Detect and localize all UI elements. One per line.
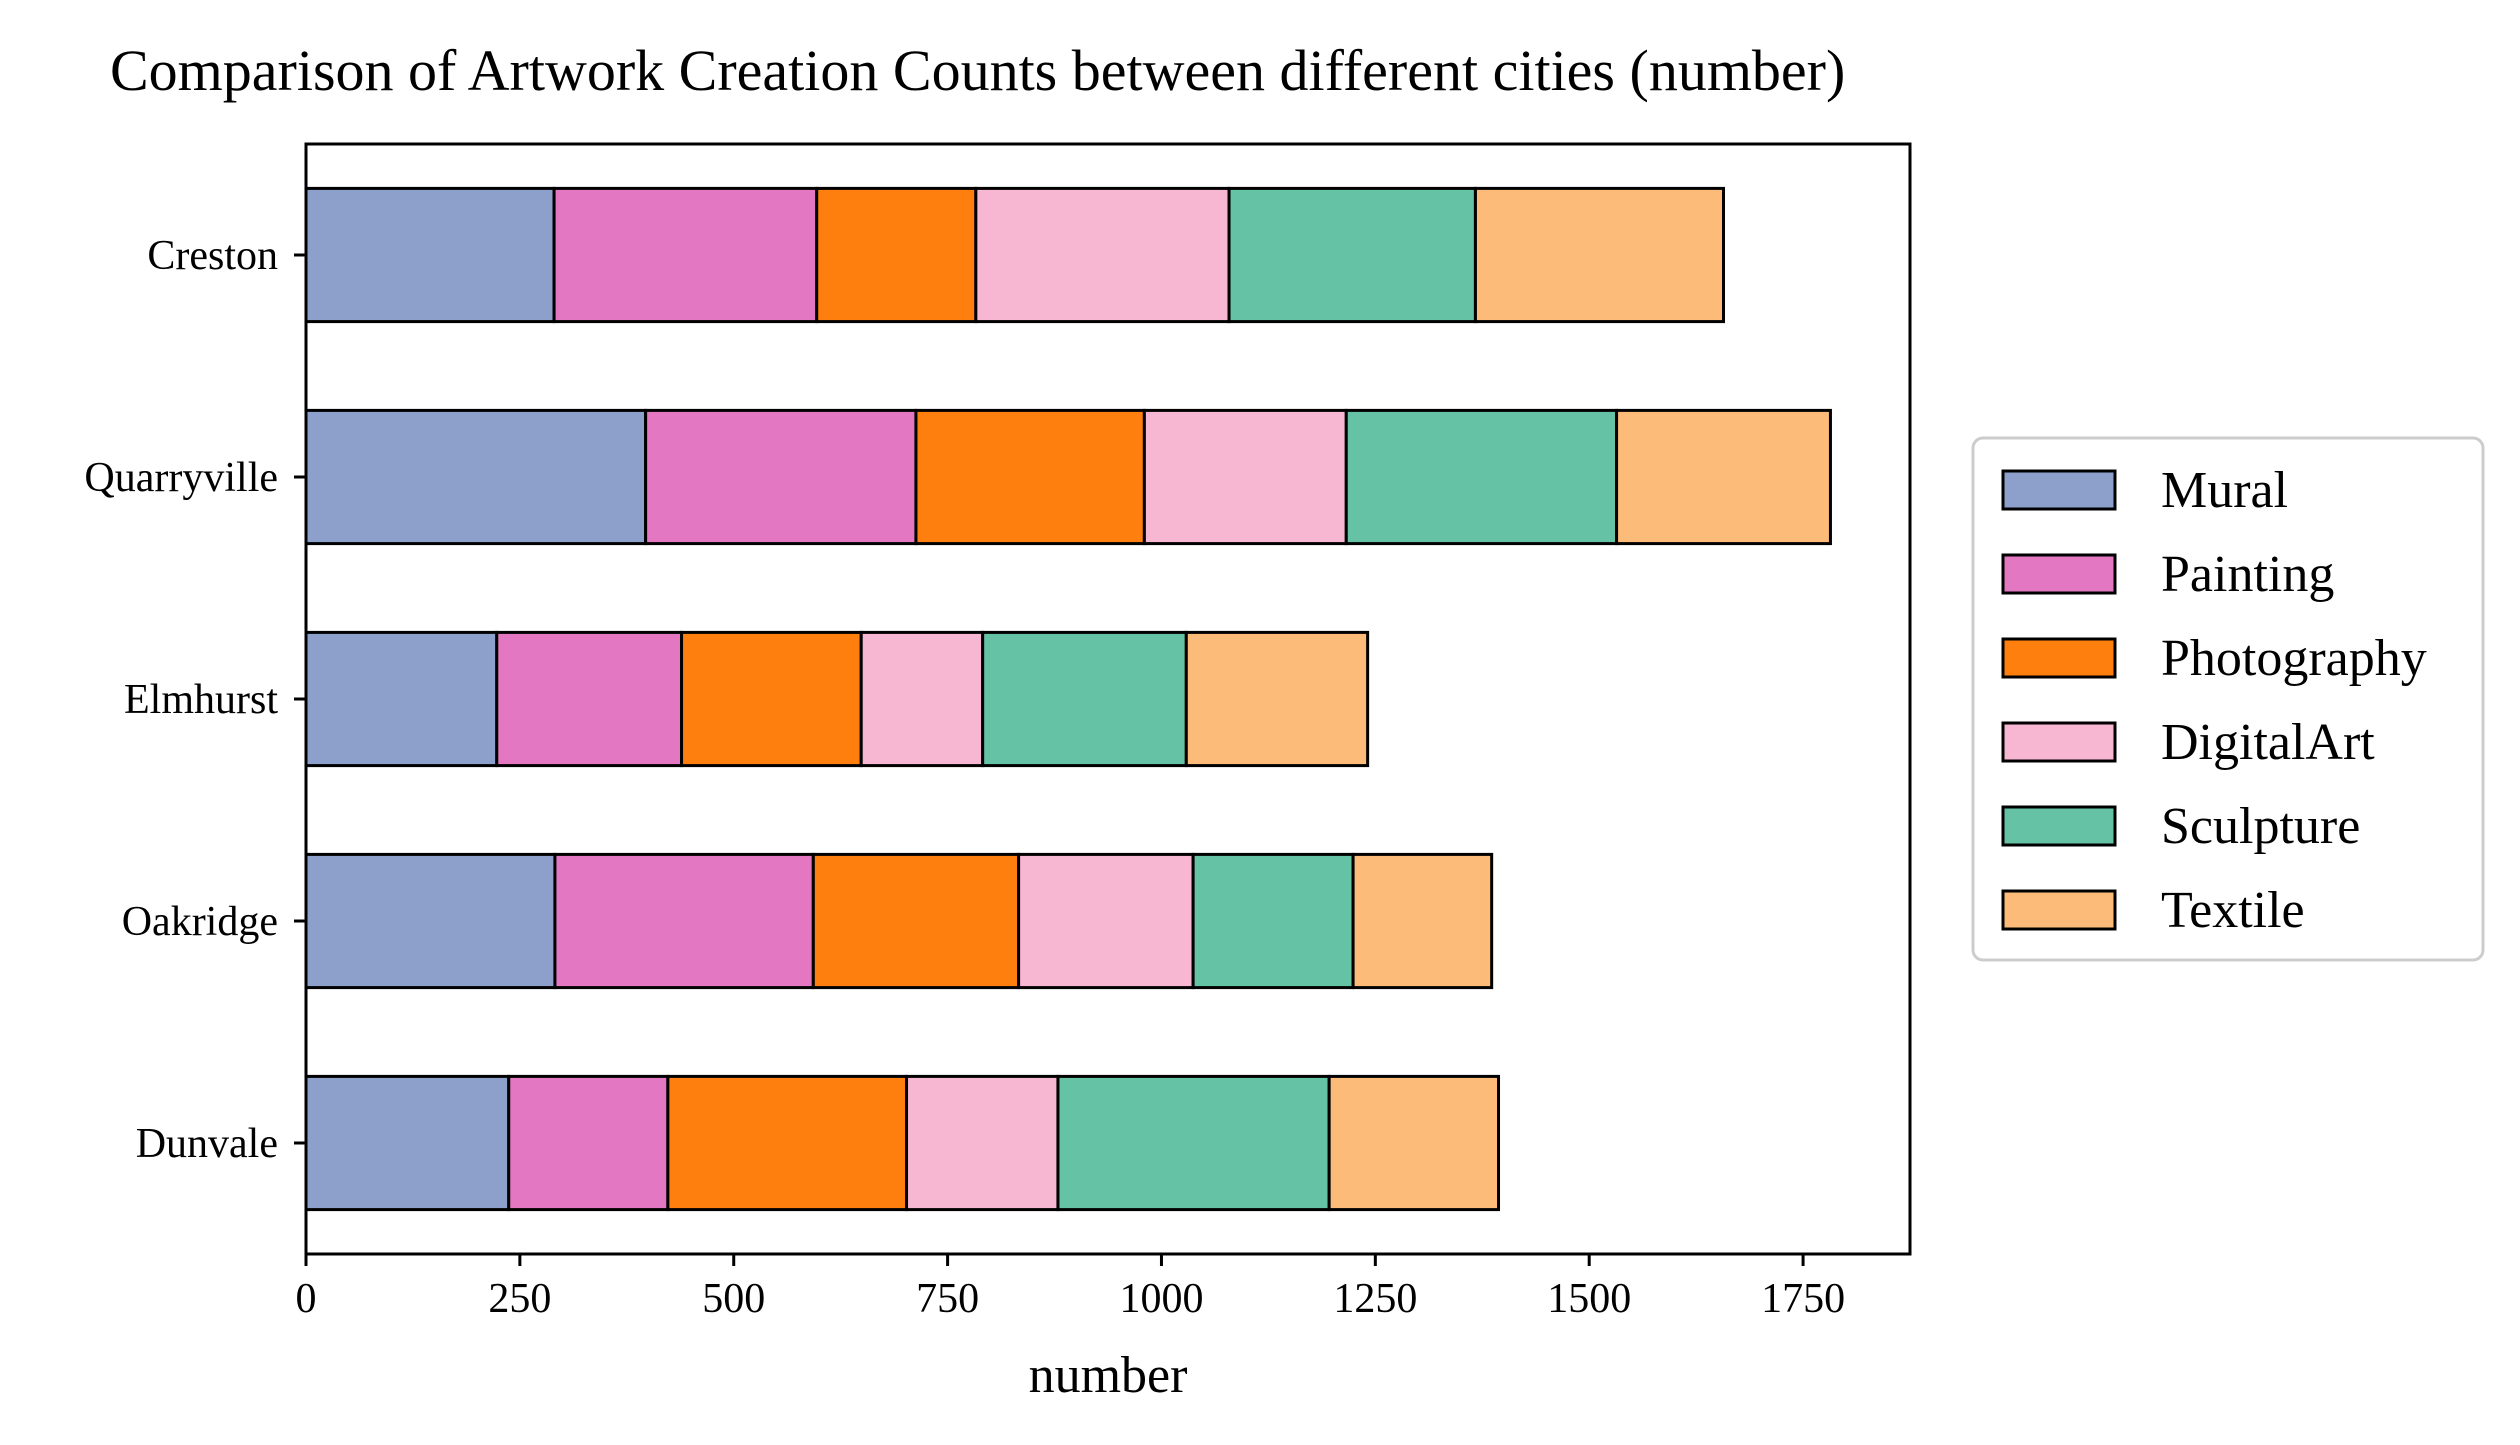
y-tick-label: Creston	[147, 233, 278, 279]
bar-dunvale-photography	[666, 1074, 909, 1212]
y-tick-label: Elmhurst	[124, 677, 278, 723]
bar-quarryville-digitalart	[1142, 408, 1348, 546]
x-tick-label: 250	[488, 1276, 551, 1322]
legend-label-painting: Painting	[2161, 546, 2334, 603]
bar-creston-photography	[815, 186, 978, 324]
bar-dunvale-painting	[507, 1074, 670, 1212]
legend-swatch-photography	[2001, 637, 2117, 679]
x-tick-label: 1250	[1333, 1276, 1417, 1322]
bar-oakridge-painting	[553, 852, 815, 990]
bar-oakridge-photography	[811, 852, 1021, 990]
legend-swatch-digitalart	[2001, 721, 2117, 763]
x-tick-label: 0	[296, 1276, 317, 1322]
bar-oakridge-sculpture	[1191, 852, 1355, 990]
bar-quarryville-painting	[644, 408, 918, 546]
x-tick-label: 1750	[1761, 1276, 1845, 1322]
x-tick-label: 500	[702, 1276, 765, 1322]
legend-swatch-mural	[2001, 469, 2117, 511]
bar-quarryville-mural	[304, 408, 648, 546]
bar-creston-painting	[552, 186, 819, 324]
x-tick-label: 1500	[1547, 1276, 1631, 1322]
legend: Mural Painting Photography DigitalArt Sculpt…	[1971, 436, 2485, 962]
legend-label-digitalart: DigitalArt	[2161, 714, 2375, 771]
bar-elmhurst-digitalart	[859, 630, 985, 768]
y-tick-label: Oakridge	[122, 899, 278, 945]
y-tick-label: Quarryville	[84, 455, 278, 501]
legend-swatch-sculpture	[2001, 805, 2117, 847]
legend-items: Mural Painting Photography DigitalArt Sculpt…	[2001, 462, 2427, 939]
y-tick-label: Dunvale	[136, 1121, 278, 1167]
chart-title: Comparison of Artwork Creation Counts be…	[110, 38, 1845, 103]
legend-label-sculpture: Sculpture	[2161, 798, 2360, 855]
bar-elmhurst-sculpture	[981, 630, 1188, 768]
bar-creston-sculpture	[1227, 186, 1477, 324]
bar-dunvale-sculpture	[1056, 1074, 1331, 1212]
x-axis: 0 250 500 750 1000 1250 1500 1750	[296, 1254, 1845, 1322]
bar-elmhurst-photography	[680, 630, 863, 768]
bar-oakridge-mural	[304, 852, 557, 990]
legend-swatch-textile	[2001, 889, 2117, 931]
bar-quarryville-textile	[1615, 408, 1832, 546]
bars-layer	[304, 186, 1832, 1212]
bar-creston-digitalart	[974, 186, 1231, 324]
bar-dunvale-mural	[304, 1074, 511, 1212]
bar-dunvale-digitalart	[905, 1074, 1060, 1212]
bar-creston-mural	[304, 186, 556, 324]
y-axis: Creston Quarryville Elmhurst Oakridge Dunval…	[84, 233, 306, 1167]
bar-elmhurst-textile	[1184, 630, 1370, 768]
bar-oakridge-digitalart	[1017, 852, 1195, 990]
bar-dunvale-textile	[1327, 1074, 1501, 1212]
bar-quarryville-photography	[914, 408, 1146, 546]
legend-label-textile: Textile	[2161, 882, 2305, 939]
x-axis-label: number	[1029, 1347, 1188, 1404]
x-tick-label: 750	[916, 1276, 979, 1322]
legend-label-mural: Mural	[2161, 462, 2288, 519]
bar-elmhurst-painting	[495, 630, 684, 768]
bar-elmhurst-mural	[304, 630, 499, 768]
x-tick-label: 1000	[1119, 1276, 1203, 1322]
bar-oakridge-textile	[1351, 852, 1494, 990]
bar-quarryville-sculpture	[1344, 408, 1619, 546]
legend-swatch-painting	[2001, 553, 2117, 595]
bar-creston-textile	[1473, 186, 1726, 324]
legend-label-photography: Photography	[2161, 630, 2427, 687]
